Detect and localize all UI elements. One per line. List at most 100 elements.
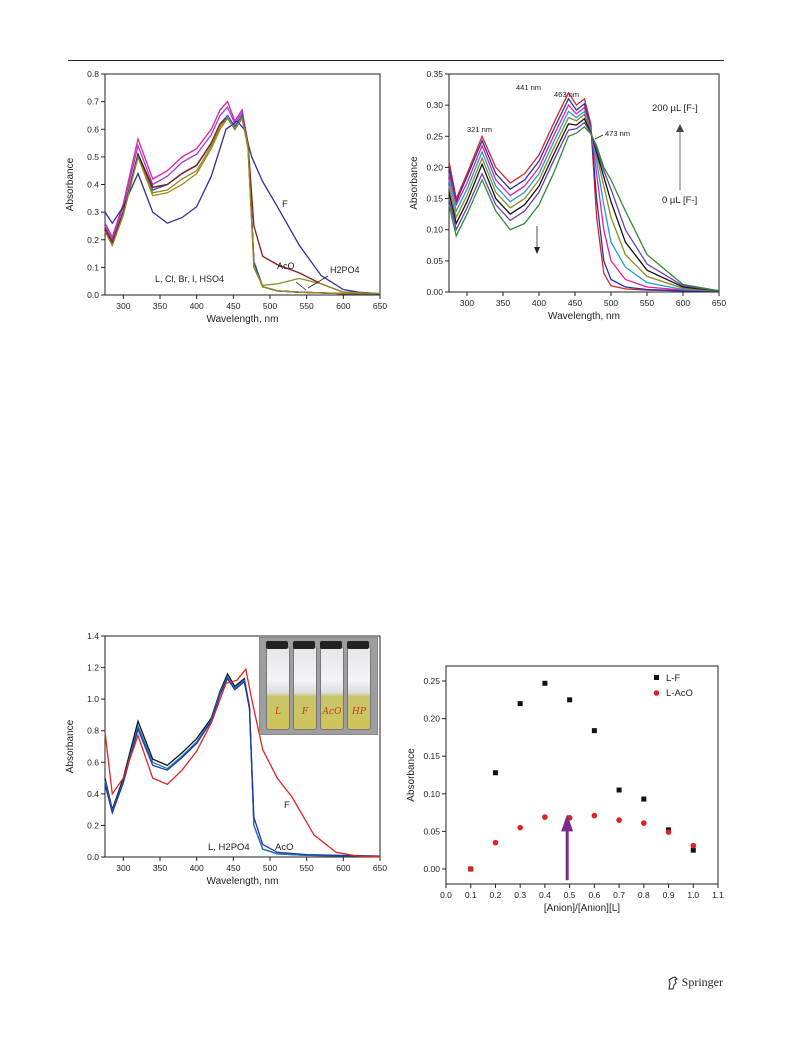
vial-aco: AcO — [320, 641, 344, 730]
chart-fluoride-titration: 300 350 400 450 500 550 600 650 0.00 0.05 0.10 0.15… — [409, 69, 726, 322]
y-tick-label: 0.20 — [426, 162, 443, 172]
spectrum-line-2 — [104, 675, 381, 857]
plot-frame — [448, 73, 720, 293]
spectrum-line-7 — [448, 121, 720, 292]
x-tick-label: 650 — [712, 298, 726, 308]
x-tick-label: 0.2 — [490, 890, 502, 900]
header-rule — [68, 60, 724, 61]
x-tick-label: 500 — [263, 301, 277, 311]
x-tick-label: 500 — [263, 863, 277, 873]
x-tick-label: 0.1 — [465, 890, 477, 900]
y-tick-label: 0.0 — [87, 852, 99, 862]
publisher-logo: Springer — [667, 975, 723, 990]
y-tick-label: 0.4 — [87, 789, 99, 799]
x-tick-label: 650 — [373, 301, 387, 311]
pointer-line — [295, 281, 307, 291]
x-tick-label: 1.0 — [687, 890, 699, 900]
plot-frame — [104, 635, 381, 858]
x-tick-label: 350 — [153, 863, 167, 873]
point-1 — [567, 697, 573, 703]
y-tick-label: 0.00 — [423, 864, 440, 874]
annotation-h2po4: H2PO4 — [330, 265, 360, 275]
y-axis-label: Absorbance — [65, 157, 76, 211]
y-tick-label: 0.2 — [87, 235, 99, 245]
y-tick-label: 0.4 — [87, 180, 99, 190]
pointer-line — [594, 134, 604, 140]
x-tick-label: 0.7 — [613, 890, 625, 900]
x-axis-label: [Anion]/[Anion][L] — [544, 903, 620, 914]
spectrum-line-8 — [104, 116, 381, 295]
x-tick-label: 450 — [226, 863, 240, 873]
legend-label-l-f: L-F — [666, 673, 680, 684]
springer-horse-icon — [668, 975, 678, 989]
point-1 — [641, 796, 647, 802]
y-tick-label: 0.10 — [426, 225, 443, 235]
y-tick-label: 1.0 — [87, 694, 99, 704]
x-axis-label: Wavelength, nm — [207, 876, 279, 887]
point-2 — [517, 824, 523, 831]
annotation-463nm: 463 nm — [554, 90, 579, 99]
y-tick-label: 0.25 — [423, 676, 440, 686]
y-tick-label: 0.6 — [87, 124, 99, 134]
y-tick-label: 0.3 — [87, 207, 99, 217]
annotation-441nm: 441 nm — [516, 83, 541, 92]
y-axis-label: Absorbance — [406, 748, 417, 802]
x-tick-label: 0.4 — [539, 890, 551, 900]
point-2 — [690, 842, 697, 849]
vial-f: F — [293, 641, 317, 730]
stoichiometry-arrowhead — [561, 814, 574, 832]
x-tick-label: 450 — [568, 298, 582, 308]
vial-l: L — [266, 641, 290, 730]
annotation-f: F — [282, 199, 288, 210]
y-tick-label: 0.05 — [423, 826, 440, 836]
x-tick-label: 0.8 — [638, 890, 650, 900]
y-tick-label: 0.7 — [87, 97, 99, 107]
point-1 — [542, 680, 548, 686]
arrowhead-up — [676, 124, 684, 132]
y-tick-label: 0.8 — [87, 69, 99, 79]
x-tick-label: 1.1 — [712, 890, 724, 900]
x-tick-label: 300 — [116, 301, 130, 311]
point-2 — [591, 812, 598, 819]
point-1 — [616, 787, 622, 793]
y-tick-label: 0.35 — [426, 69, 443, 79]
annotation-200ul: 200 µL [F-] — [652, 103, 698, 114]
point-2 — [542, 814, 548, 820]
spectrum-line-3 — [104, 677, 381, 857]
x-tick-label: 350 — [496, 298, 510, 308]
annotation-0ul: 0 µL [F-] — [662, 195, 697, 206]
legend-marker-l-aco — [653, 690, 660, 696]
vial-hp: HP — [347, 641, 371, 730]
chart-selectivity: 300 350 400 450 500 550 600 650 0.0 0.2 0.4 0.6 0.8 1… — [65, 631, 387, 887]
y-tick-label: 0.8 — [87, 726, 99, 736]
x-tick-label: 400 — [532, 298, 546, 308]
y-tick-label: 0.00 — [426, 287, 443, 297]
x-axis-label: Wavelength, nm — [207, 314, 279, 325]
x-tick-label: 300 — [116, 863, 130, 873]
spectrum-line-6 — [448, 117, 720, 292]
point-1 — [492, 770, 498, 776]
y-axis-label: Absorbance — [65, 719, 76, 773]
annotation-321nm: 321 nm — [467, 125, 492, 134]
x-tick-label: 550 — [300, 301, 314, 311]
x-tick-label: 600 — [336, 301, 350, 311]
y-tick-label: 0.2 — [87, 820, 99, 830]
point-2 — [616, 817, 622, 823]
x-tick-label: 0.6 — [588, 890, 600, 900]
x-tick-label: 550 — [300, 863, 314, 873]
y-tick-label: 0.6 — [87, 757, 99, 767]
x-tick-label: 400 — [190, 863, 204, 873]
x-tick-label: 650 — [373, 863, 387, 873]
y-tick-label: 0.25 — [426, 131, 443, 141]
y-axis-label: Absorbance — [409, 156, 420, 210]
spectrum-line-1 — [448, 91, 719, 292]
legend-marker-l-f — [654, 675, 659, 680]
x-tick-label: 450 — [226, 301, 240, 311]
x-tick-label: 500 — [604, 298, 618, 308]
point-2 — [467, 866, 474, 872]
spectrum-line-4 — [448, 110, 720, 292]
x-tick-label: 550 — [640, 298, 654, 308]
annotation-aco: AcO — [275, 842, 293, 853]
x-tick-label: 350 — [153, 301, 167, 311]
y-tick-label: 1.2 — [87, 663, 99, 673]
